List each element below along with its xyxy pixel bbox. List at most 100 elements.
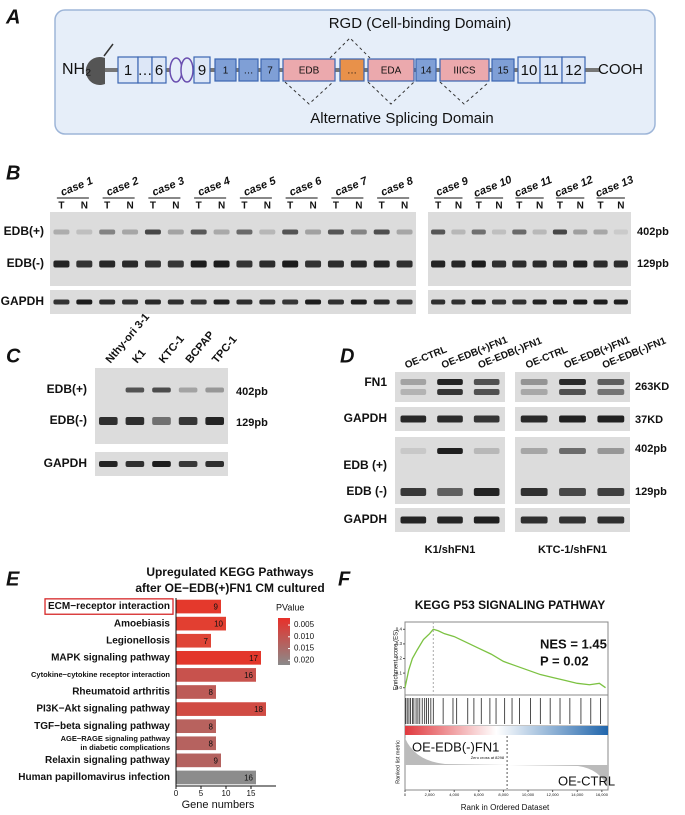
category-label: ECM−receptor interaction [48, 601, 170, 612]
gel-band [373, 229, 390, 235]
gel-band [552, 299, 568, 305]
gel-band [597, 389, 625, 395]
lane-label: N [218, 201, 225, 212]
lane-label: N [577, 201, 584, 212]
highlight-box [44, 598, 174, 615]
y-axis-label: Enrichment score (ES) [394, 630, 400, 690]
domain-label: 1 [223, 66, 229, 77]
x-axis-label: Rank in Ordered Dataset [461, 803, 550, 812]
gel [95, 368, 228, 444]
gel-band [520, 488, 548, 496]
rank-gradient [405, 726, 608, 735]
panel-letter: F [338, 568, 351, 590]
case-label: case 12 [553, 174, 594, 200]
lane-label: T [516, 201, 522, 212]
size-label: 129pb [635, 486, 667, 498]
chart-title: KEGG P53 SIGNALING PATHWAY [415, 598, 605, 612]
x-tick-label: 4,000 [449, 792, 460, 797]
domain-label: IIICS [453, 66, 476, 77]
y-tick-label: 0.0 [396, 685, 403, 690]
category-label: PI3K−Akt signaling pathway [36, 704, 170, 715]
case-label: case 13 [594, 174, 635, 200]
gel-band [53, 299, 70, 305]
gel-band [53, 260, 70, 268]
row-label: FN1 [364, 375, 387, 389]
gel-band [471, 299, 486, 305]
lane-label: T [150, 201, 156, 212]
rgd-label: RGD (Cell-binding Domain) [329, 15, 512, 32]
size-label: 402pb [635, 443, 667, 455]
y-tick-label: 0.3 [396, 641, 403, 646]
category-label: MAPK signaling pathway [51, 652, 170, 663]
category-label: Human papillomavirus infection [18, 772, 170, 783]
value-label: 7 [204, 637, 209, 646]
gel-band [559, 488, 586, 496]
sample-label: KTC-1 [157, 333, 187, 366]
y-tick-label: 0.4 [396, 626, 403, 631]
domain-box [193, 56, 211, 84]
gel-band [178, 387, 198, 393]
gel-band [236, 299, 253, 305]
gel [515, 372, 630, 402]
lane-label: T [435, 201, 441, 212]
bar [176, 753, 221, 768]
splice-label: Alternative Splicing Domain [310, 110, 493, 127]
gel-band [613, 299, 628, 305]
gel-band [473, 379, 500, 385]
es-line [404, 628, 606, 689]
gel [50, 212, 416, 286]
bar [176, 736, 216, 751]
gel-band [491, 299, 507, 305]
bar [176, 770, 256, 785]
gel-band [190, 260, 207, 268]
gel-band [593, 229, 608, 235]
legend-gradient [278, 618, 290, 665]
gel-band [396, 260, 413, 268]
gel-band [305, 229, 322, 235]
gel-band [144, 260, 161, 268]
lane-label: N [455, 201, 462, 212]
gel-band [520, 379, 548, 385]
gel-band [559, 448, 586, 454]
zero-cross-label: Zero cross at 8298 [471, 755, 505, 760]
panel-letter: B [6, 162, 20, 184]
x-tick-label: 8,000 [498, 792, 509, 797]
gel-band [373, 260, 390, 268]
gel-band [532, 299, 547, 305]
gel-band [259, 229, 276, 235]
gel-band [473, 448, 500, 454]
row-label: GAPDH [44, 456, 87, 470]
gel-band [213, 260, 230, 268]
domain-box [151, 56, 167, 84]
gel-band [76, 299, 93, 305]
group-label: OE-EDB(-)FN1 [412, 739, 499, 754]
domain-box [214, 58, 237, 82]
value-label: 8 [209, 688, 214, 697]
bar [176, 719, 216, 734]
category-label: Relaxin signaling pathway [45, 755, 170, 766]
row-label: GAPDH [344, 411, 387, 425]
gel-band [451, 299, 466, 305]
size-label: 129pb [637, 258, 669, 270]
size-label: 263KD [635, 381, 669, 393]
domain-box [260, 58, 280, 82]
gel-band [305, 299, 322, 305]
gel-band [552, 260, 568, 268]
bar [176, 668, 256, 682]
gel-band [99, 260, 116, 268]
domain-label: EDB [299, 66, 320, 77]
lane-label: T [287, 201, 293, 212]
gel-band [512, 260, 527, 268]
gel-band [552, 229, 568, 235]
n-term-tick [103, 43, 114, 57]
gel-band [259, 260, 276, 268]
x-tick-label: 0 [174, 789, 179, 798]
x-tick-label: 14,000 [571, 792, 584, 797]
gel-band [613, 260, 628, 268]
gel-band [305, 260, 322, 268]
case-label: case 6 [288, 175, 325, 199]
gel-band [213, 229, 230, 235]
gel-band [99, 299, 116, 305]
category-label: Amoebiasis [114, 618, 171, 629]
lane-label: T [333, 201, 339, 212]
